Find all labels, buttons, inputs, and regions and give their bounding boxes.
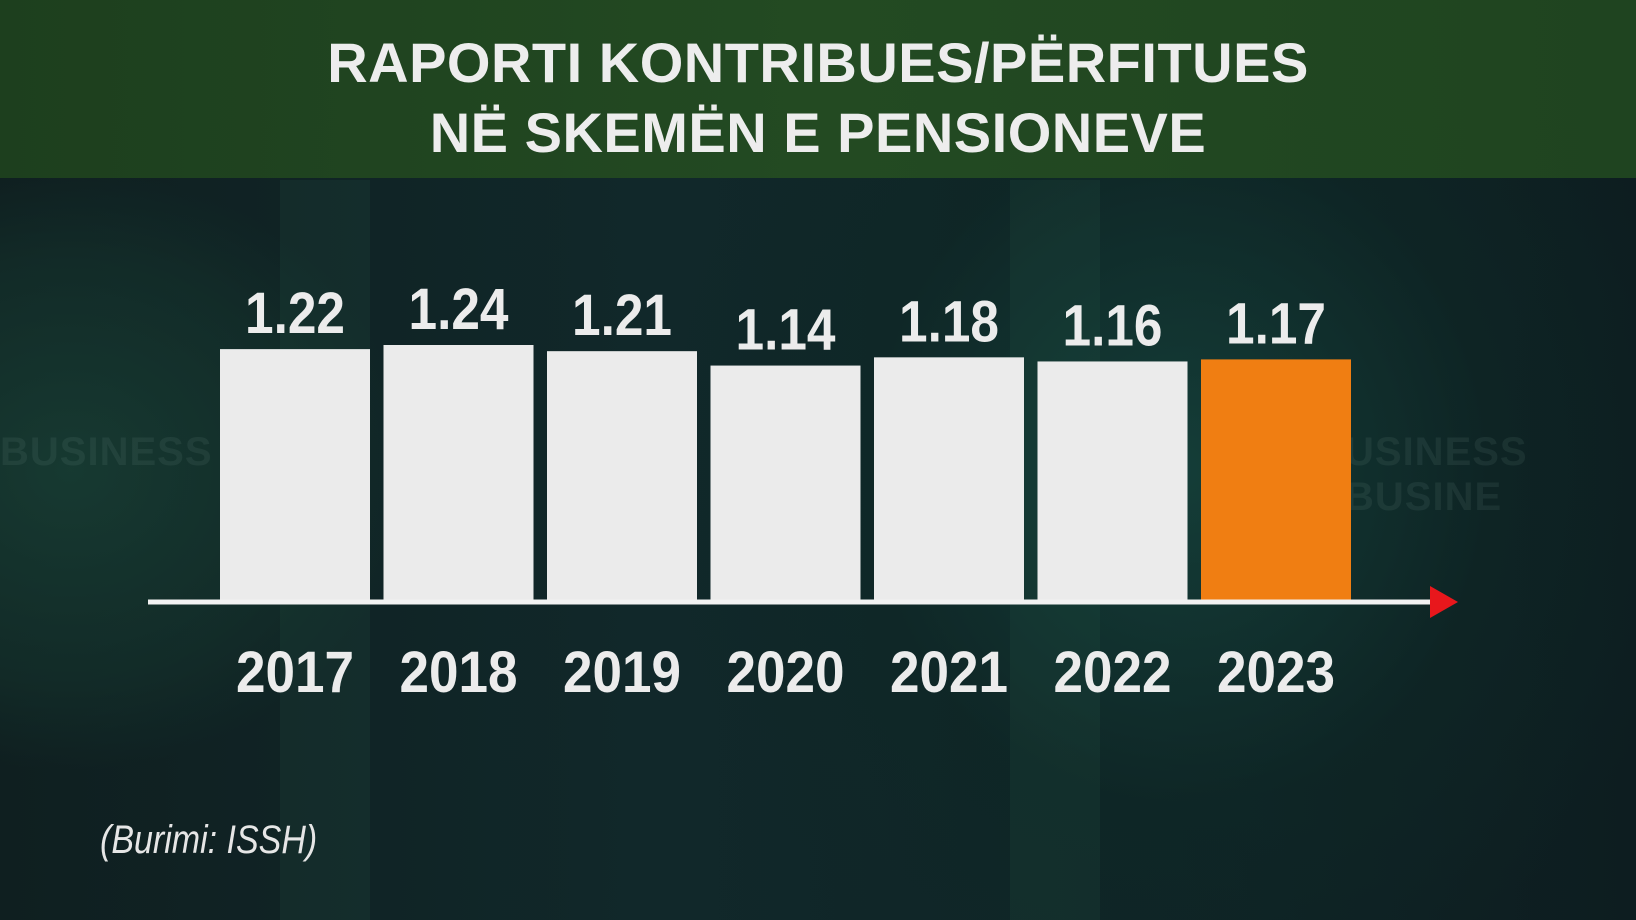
data-label-2017: 1.22 [245, 281, 345, 346]
data-label-2018: 1.24 [409, 277, 509, 342]
x-tick-label-2020: 2020 [727, 640, 845, 705]
data-label-2022: 1.16 [1063, 293, 1163, 358]
x-tick-label-2019: 2019 [563, 640, 681, 705]
x-tick-label-2017: 2017 [236, 640, 354, 705]
x-tick-label-2021: 2021 [890, 640, 1008, 705]
data-label-2023: 1.17 [1226, 291, 1326, 356]
title-line-1: RAPORTI KONTRIBUES/PËRFITUES [327, 31, 1309, 94]
bar-2023 [1201, 359, 1351, 600]
x-tick-label-2018: 2018 [400, 640, 518, 705]
bar-2020 [710, 365, 861, 600]
bar-2018 [383, 345, 534, 600]
source-note: (Burimi: ISSH) [100, 818, 318, 862]
bar-2019 [547, 351, 697, 600]
data-label-2019: 1.21 [572, 283, 672, 348]
bar-2017 [220, 349, 370, 600]
bar-2022 [1037, 361, 1188, 600]
bar-2021 [874, 357, 1024, 600]
x-tick-label-2022: 2022 [1054, 640, 1172, 705]
data-label-2021: 1.18 [899, 289, 999, 354]
title-bar: RAPORTI KONTRIBUES/PËRFITUES NË SKEMËN E… [0, 0, 1636, 178]
title-line-2: NË SKEMËN E PENSIONEVE [429, 101, 1207, 164]
watermark-right: USINESS BUSINE [1345, 430, 1528, 519]
axis-arrow-icon [1430, 586, 1458, 618]
data-label-2020: 1.14 [736, 298, 836, 363]
x-tick-label-2023: 2023 [1217, 640, 1335, 705]
